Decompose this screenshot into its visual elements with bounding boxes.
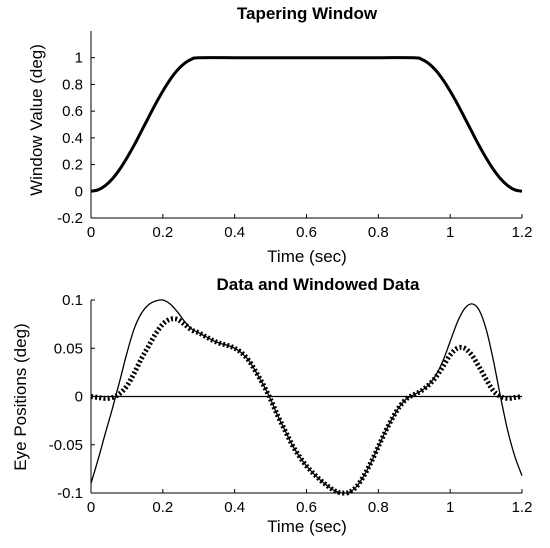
y-axis-label: Eye Positions (deg): [11, 323, 30, 470]
y-tick-label: 0: [75, 389, 83, 406]
y-tick-label: 0: [75, 183, 83, 200]
x-tick-label: 0.4: [224, 499, 245, 516]
x-tick-label: 0: [87, 224, 95, 241]
y-tick-label: 0.4: [62, 130, 83, 147]
y-tick-label: 1: [75, 50, 83, 67]
y-tick-label: -0.05: [49, 437, 83, 454]
y-tick-label: 0.05: [54, 340, 83, 357]
data-and-windowed-data-panel: Data and Windowed Data Time (sec) Eye Po…: [11, 275, 532, 536]
chart-title: Tapering Window: [237, 4, 378, 23]
x-tick-label: 0.2: [152, 499, 173, 516]
x-tick-label: 0.8: [368, 224, 389, 241]
x-tick-label: 1.2: [512, 224, 533, 241]
y-axis-label: Window Value (deg): [27, 44, 46, 196]
x-axis-label: Time (sec): [267, 517, 347, 536]
series-line-0: [90, 56, 523, 193]
x-tick-label: 0.6: [296, 224, 317, 241]
plot-area: 0 0.2 0.4 0.6 0.8 1 1.2-0.200.20.40.60.81: [57, 31, 532, 241]
y-tick-label: -0.2: [57, 210, 83, 227]
series-line-1: [90, 316, 523, 496]
y-tick-label: 0.8: [62, 76, 83, 93]
tapering-window-panel: Tapering Window Time (sec) Window Value …: [27, 4, 532, 266]
x-tick-label: 1: [446, 499, 454, 516]
x-tick-label: 0: [87, 499, 95, 516]
chart-title: Data and Windowed Data: [217, 275, 420, 294]
x-tick-label: 0.8: [368, 499, 389, 516]
plot-area: 0 0.2 0.4 0.6 0.8 1 1.2 -0.1 -0.05 0 0.05 0.1: [49, 292, 533, 516]
x-tick-label: 1.2: [512, 499, 533, 516]
y-tick-label: -0.1: [57, 485, 83, 502]
x-tick-label: 0.2: [152, 224, 173, 241]
x-tick-label: 1: [446, 224, 454, 241]
x-tick-label: 0.6: [296, 499, 317, 516]
y-tick-label: 0.2: [62, 157, 83, 174]
x-tick-label: 0.4: [224, 224, 245, 241]
y-tick-label: 0.1: [62, 292, 83, 309]
y-tick-label: 0.6: [62, 103, 83, 120]
x-axis-label: Time (sec): [267, 247, 347, 266]
